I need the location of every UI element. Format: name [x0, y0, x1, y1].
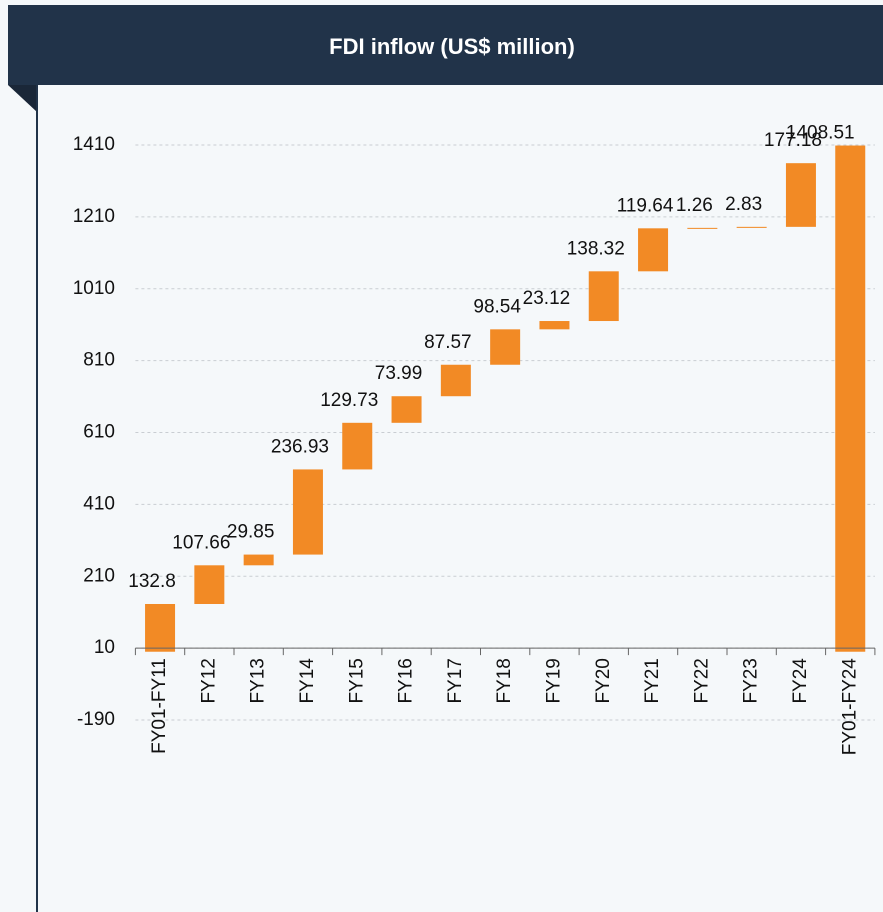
value-label: 87.57: [424, 332, 472, 353]
value-label: 1.26: [676, 195, 713, 216]
y-tick-label: 410: [83, 493, 115, 514]
value-label: 138.32: [567, 238, 625, 259]
value-label: 23.12: [523, 288, 571, 309]
y-tick-label: 210: [83, 565, 115, 586]
x-tick-label: FY18: [494, 658, 515, 703]
x-tick-label: FY20: [593, 658, 614, 703]
bar: [736, 226, 767, 228]
bar: [687, 227, 718, 229]
x-tick-label: FY13: [248, 658, 269, 703]
value-label: 73.99: [375, 363, 423, 384]
x-tick-label: FY15: [346, 658, 367, 703]
y-tick-label: 810: [83, 350, 115, 371]
value-label: 1408.51: [786, 123, 855, 144]
chart-title: FDI inflow (US$ million): [329, 34, 575, 59]
x-tick-label: FY17: [445, 658, 466, 703]
bar: [292, 469, 323, 555]
value-label: 129.73: [320, 390, 378, 411]
value-label: 2.83: [725, 194, 762, 215]
value-label: 98.54: [473, 296, 521, 317]
bar: [638, 228, 669, 272]
x-tick-label: FY01-FY24: [839, 658, 860, 756]
x-tick-label: FY21: [642, 658, 663, 703]
bar: [490, 329, 521, 365]
bar: [194, 565, 225, 604]
y-tick-label: 1010: [73, 278, 115, 299]
bar: [145, 603, 176, 652]
bar: [440, 364, 471, 397]
x-tick-label: FY14: [297, 658, 318, 704]
x-tick-label: FY24: [790, 658, 811, 704]
value-label: 29.85: [227, 522, 275, 543]
x-tick-label: FY19: [543, 658, 564, 703]
x-tick-label: FY16: [396, 658, 417, 703]
value-label: 236.93: [271, 436, 329, 457]
x-tick-label: FY23: [741, 658, 762, 703]
x-tick-label: FY22: [691, 658, 712, 703]
y-tick-label: 1410: [73, 134, 115, 155]
bar: [588, 271, 619, 322]
bar: [243, 554, 274, 566]
header-fold: [8, 85, 37, 112]
value-label: 119.64: [617, 195, 674, 216]
bar: [391, 396, 422, 423]
bar: [342, 422, 373, 470]
bar: [785, 163, 816, 227]
x-tick-label: FY12: [198, 658, 219, 703]
value-label: 177.18: [764, 130, 822, 151]
value-label: 107.66: [172, 532, 230, 553]
y-tick-label: 10: [94, 637, 115, 658]
total-bar: [835, 145, 866, 652]
header-bar: [8, 5, 883, 85]
value-label: 132.8: [128, 571, 176, 592]
y-tick-label: 610: [83, 422, 115, 443]
y-tick-label: -190: [77, 709, 115, 730]
y-tick-label: 1210: [73, 206, 115, 227]
x-tick-label: FY01-FY11: [149, 658, 170, 754]
bar: [539, 321, 570, 330]
